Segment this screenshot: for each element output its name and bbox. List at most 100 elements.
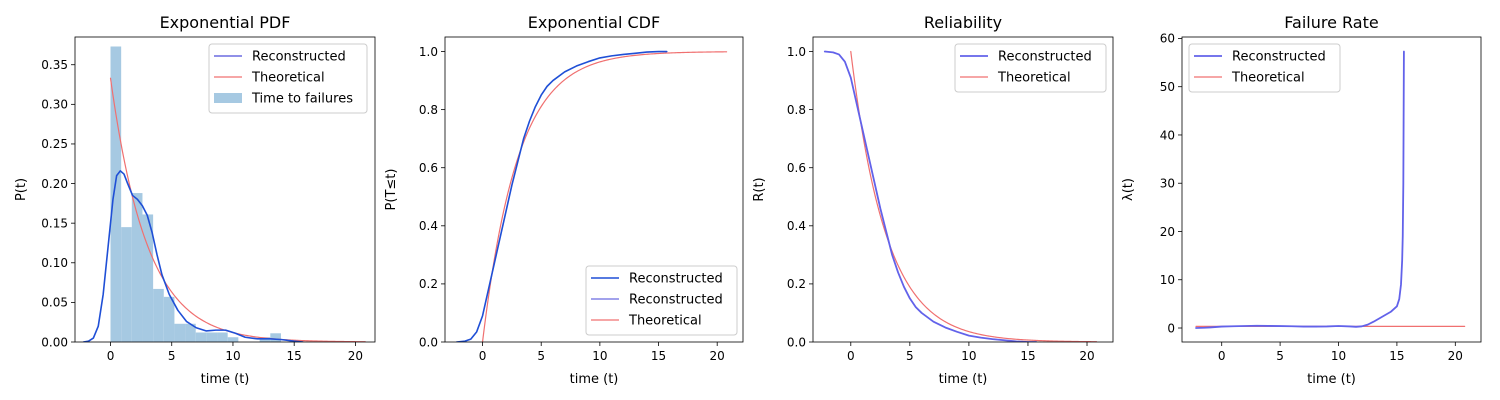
legend: Reconstructed Theoretical (954, 43, 1107, 93)
y-axis-label: λ(t) (1121, 178, 1136, 201)
x-tick-label: 15 (1389, 349, 1404, 363)
plot-area (1195, 50, 1466, 329)
x-axis-label: time (t) (939, 372, 988, 387)
histogram-bar (121, 227, 132, 342)
series-line-theoretical (850, 50, 1098, 342)
x-tick-label: 5 (1276, 349, 1284, 363)
series-line-reconstructed (82, 170, 304, 342)
axes-frame (1181, 36, 1482, 343)
legend: Reconstructed Reconstructed Theoretical (585, 265, 738, 336)
y-tick-label: 0.6 (419, 161, 438, 175)
y-axis-label: R(t) (752, 177, 767, 201)
x-tick-label: 20 (348, 349, 363, 363)
legend-box (208, 43, 368, 114)
chart-panel-3: 0 5 10 15 20 0.0 0.2 0.4 0.6 0.8 1.0 Reliability tim… (752, 13, 1114, 387)
x-tick-label: 0 (1218, 349, 1226, 363)
histogram-bar (270, 333, 281, 342)
legend-label: Theoretical (997, 71, 1071, 86)
axes-frame (74, 36, 376, 343)
x-tick-label: 10 (961, 349, 976, 363)
chart-title: Failure Rate (1284, 13, 1378, 32)
x-tick-label: 15 (651, 349, 666, 363)
legend-label: Theoretical (251, 71, 325, 86)
histogram-bar (217, 332, 228, 342)
y-tick-label: 0 (1167, 321, 1175, 335)
histogram-bar (227, 337, 239, 342)
chart-panel-1: 0 5 10 15 20 0.00 0.05 0.10 0.15 0.20 0.25 0.30 0.35… (14, 13, 376, 387)
legend-label: Time to failures (251, 92, 353, 107)
x-tick-label: 0 (847, 349, 855, 363)
legend-label: Reconstructed (998, 50, 1092, 65)
x-tick-label: 20 (710, 349, 725, 363)
legend-box (954, 43, 1107, 93)
chart-panel-2: 0 5 10 15 20 0.0 0.2 0.4 0.6 0.8 1.0 Exponential CD… (384, 13, 744, 387)
y-tick-label: 0.6 (787, 161, 806, 175)
histogram-bar (163, 296, 175, 342)
plot-area (82, 46, 366, 342)
chart-title: Exponential CDF (528, 13, 660, 32)
y-tick-label: 0.0 (787, 335, 806, 349)
y-tick-label: 0.35 (41, 58, 68, 72)
legend-swatch (214, 93, 242, 103)
y-tick-label: 0.25 (41, 137, 68, 151)
chart-title: Reliability (924, 13, 1002, 32)
y-tick-label: 0.8 (419, 103, 438, 117)
legend-label: Reconstructed (629, 293, 723, 308)
plot-area (455, 50, 728, 342)
y-tick-label: 1.0 (419, 45, 438, 59)
x-tick-label: 20 (1079, 349, 1094, 363)
y-tick-label: 50 (1160, 80, 1175, 94)
y-tick-label: 0.0 (419, 335, 438, 349)
legend-label: Reconstructed (252, 50, 346, 65)
legend: Reconstructed Theoretical Time to failures (208, 43, 368, 114)
y-tick-label: 60 (1160, 32, 1175, 46)
legend-label: Theoretical (628, 314, 702, 329)
y-tick-label: 20 (1160, 225, 1175, 239)
histogram-bar (195, 332, 207, 342)
y-tick-label: 0.4 (787, 219, 806, 233)
histogram-bar (206, 332, 218, 342)
legend: Reconstructed Theoretical (1188, 43, 1341, 93)
histogram-bar (174, 323, 186, 342)
legend-label: Reconstructed (629, 272, 723, 287)
x-tick-label: 10 (592, 349, 607, 363)
y-tick-label: 1.0 (787, 45, 806, 59)
plot-area (823, 50, 1098, 342)
x-tick-label: 5 (168, 349, 176, 363)
y-tick-label: 0.20 (41, 177, 68, 191)
histogram-bar (110, 46, 122, 342)
x-axis-label: time (t) (1307, 372, 1356, 387)
x-tick-label: 20 (1448, 349, 1463, 363)
histogram-bar (185, 323, 196, 342)
y-tick-label: 0.05 (41, 296, 68, 310)
y-axis-label: P(T≤t) (384, 169, 399, 211)
x-tick-label: 5 (537, 349, 545, 363)
axes-frame (444, 36, 744, 343)
y-tick-label: 0.2 (787, 277, 806, 291)
histogram-bar (131, 193, 143, 342)
series-line-reconstructed (823, 50, 1038, 342)
y-tick-label: 0.10 (41, 256, 68, 270)
x-tick-label: 10 (1331, 349, 1346, 363)
legend-box (585, 265, 738, 336)
y-tick-label: 0.4 (419, 219, 438, 233)
x-tick-label: 0 (107, 349, 115, 363)
y-tick-label: 40 (1160, 128, 1175, 142)
y-tick-label: 0.2 (419, 277, 438, 291)
legend-box (1188, 43, 1341, 93)
legend-label: Theoretical (1231, 71, 1305, 86)
series-line-reconstructed (455, 50, 668, 342)
axes-frame (812, 36, 1114, 343)
y-tick-label: 0.8 (787, 103, 806, 117)
x-tick-label: 0 (479, 349, 487, 363)
y-tick-label: 30 (1160, 177, 1175, 191)
x-axis-label: time (t) (201, 372, 250, 387)
x-tick-label: 15 (287, 349, 302, 363)
chart-title: Exponential PDF (160, 13, 291, 32)
legend-label: Reconstructed (1232, 50, 1326, 65)
y-tick-label: 0.30 (41, 98, 68, 112)
x-tick-label: 10 (225, 349, 240, 363)
y-axis-label: P(t) (14, 178, 29, 201)
histogram-bar (153, 288, 164, 342)
